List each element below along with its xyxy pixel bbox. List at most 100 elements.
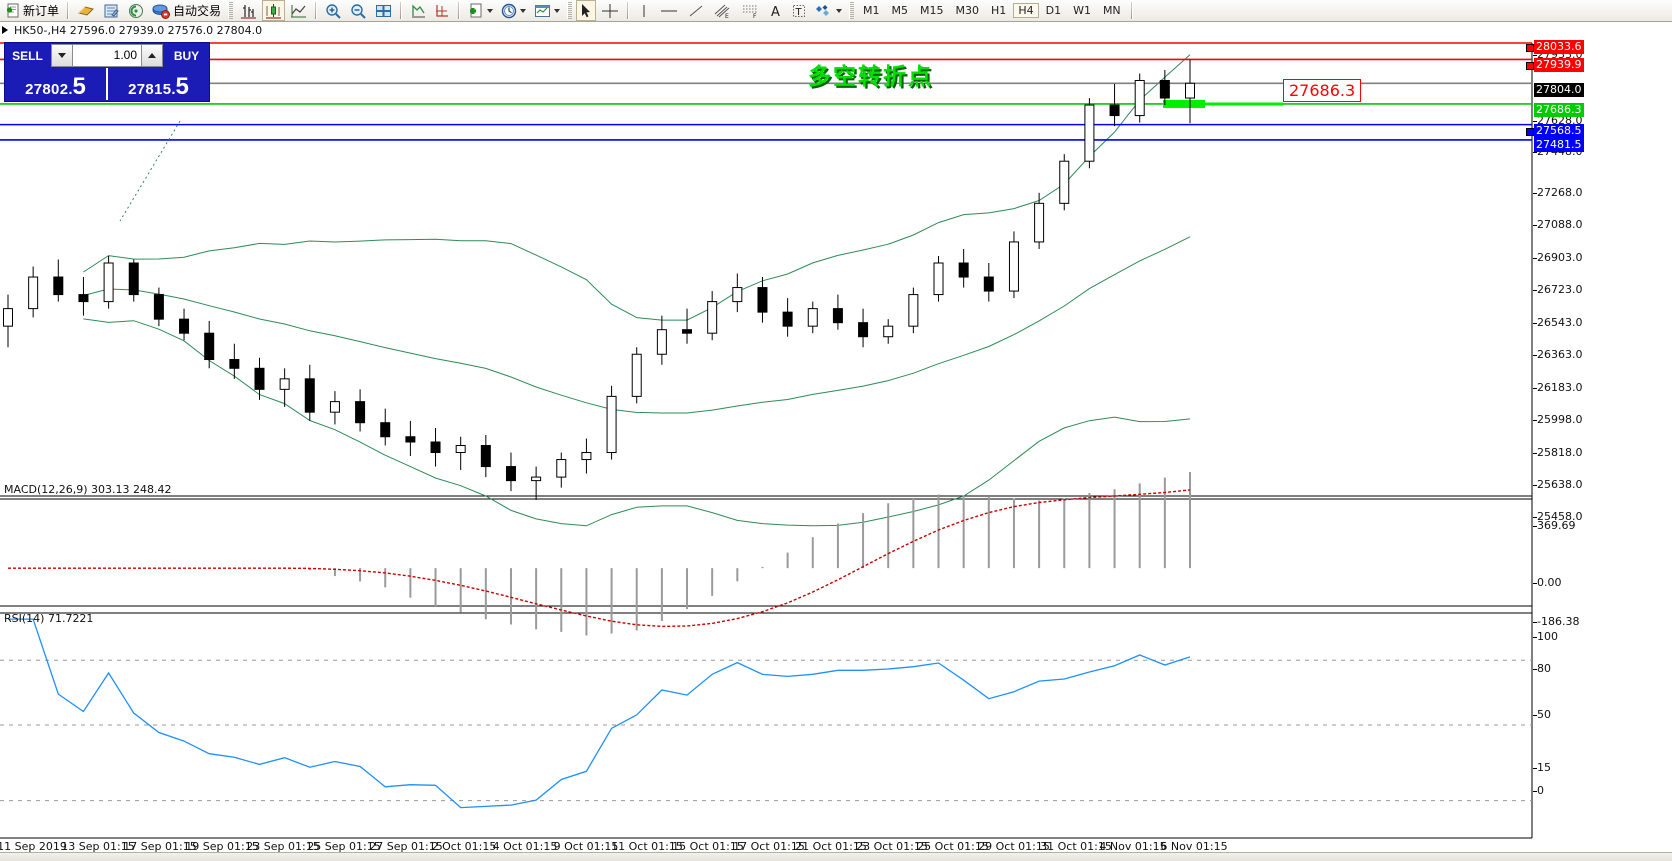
clock-icon	[501, 3, 517, 19]
autotrade-button[interactable]: 自动交易	[149, 1, 224, 20]
timeframe-button-m30[interactable]: M30	[955, 4, 980, 17]
candlestick-chart-button[interactable]	[262, 0, 286, 21]
price-tick-mark	[1533, 388, 1537, 389]
volume-input[interactable]: 1.00	[73, 44, 141, 67]
toolbar-grip[interactable]	[228, 2, 234, 19]
fibonacci-button[interactable]: F	[738, 1, 764, 20]
timeframe-button-m5[interactable]: M5	[891, 4, 909, 17]
time-axis-label: 4 Oct 01:15	[492, 840, 558, 853]
candle-body	[153, 294, 164, 320]
price-level-handle[interactable]	[1526, 44, 1534, 52]
price-tick-mark	[1533, 485, 1537, 486]
volume-stepper[interactable]: 1.00	[51, 44, 163, 67]
pivot-zone-marker[interactable]	[1163, 99, 1205, 108]
text-box-button[interactable]: T	[788, 1, 810, 20]
buy-button[interactable]: BUY	[173, 48, 200, 63]
metaeditor-button[interactable]	[100, 1, 123, 20]
price-tick-label: 369.69	[1537, 519, 1576, 532]
price-level-label[interactable]: 27804.0	[1534, 83, 1584, 97]
zoom-in-icon	[325, 3, 342, 19]
sell-button[interactable]: SELL	[12, 48, 43, 63]
candle-body	[430, 441, 441, 454]
horizontal-line-button[interactable]	[656, 1, 682, 20]
price-tick-mark	[1533, 453, 1537, 454]
chart-canvas[interactable]	[0, 21, 1672, 859]
candle-body	[883, 325, 894, 338]
price-callout-bubble[interactable]: 27686.3	[1283, 79, 1362, 102]
timeframe-button-d1[interactable]: D1	[1045, 4, 1062, 17]
price-level-label[interactable]: 27686.3	[1534, 103, 1584, 117]
metaeditor-icon	[103, 3, 120, 19]
expert-advisor-button[interactable]	[74, 1, 98, 20]
price-tick-mark	[1533, 622, 1537, 623]
new-order-button[interactable]: 新订单	[1, 1, 62, 20]
zoom-in-button[interactable]	[322, 1, 345, 20]
price-tick-mark	[1533, 526, 1537, 527]
price-tick-label: 27268.0	[1537, 186, 1583, 199]
bar-chart-button[interactable]	[237, 1, 260, 20]
price-tick-mark	[1533, 791, 1537, 792]
price-level-handle[interactable]	[1526, 128, 1534, 136]
price-level-label[interactable]: 27939.9	[1534, 58, 1584, 72]
timeframe-button-m1[interactable]: M1	[863, 4, 880, 17]
equidistant-channel-button[interactable]: E	[710, 1, 736, 20]
candle-body	[455, 445, 466, 454]
timeframe-button-w1[interactable]: W1	[1073, 4, 1091, 17]
timeframe-button-h4[interactable]: H4	[1013, 3, 1039, 18]
chart-symbol-line: HK50-,H4 27596.0 27939.0 27576.0 27804.0	[14, 24, 263, 37]
toolbar-separator	[627, 2, 630, 19]
chevron-down-icon[interactable]	[520, 8, 527, 13]
zoom-out-icon	[350, 3, 367, 19]
price-level-label[interactable]: 27481.5	[1534, 138, 1584, 152]
chevron-down-icon[interactable]	[836, 8, 843, 13]
period-button[interactable]	[498, 1, 529, 20]
shapes-button[interactable]	[812, 1, 845, 20]
time-axis-label: 25 Sep 01:15	[307, 840, 381, 853]
toolbar-grip[interactable]	[567, 2, 573, 19]
candle-body	[682, 329, 693, 334]
rsi-indicator-label: RSI(14) 71.7221	[4, 612, 94, 625]
data-window-button[interactable]	[407, 1, 429, 20]
toolbar-separator	[315, 2, 318, 19]
toolbar-grip[interactable]	[849, 2, 855, 19]
indicators-button[interactable]	[431, 1, 453, 20]
sell-price[interactable]: 27802 . 5	[5, 68, 106, 100]
timeframe-button-mn[interactable]: MN	[1102, 4, 1121, 17]
text-label-button[interactable]: A	[766, 1, 786, 20]
sell-price-dot: .	[68, 81, 73, 98]
price-tick-mark	[1533, 768, 1537, 769]
navigator-icon	[128, 3, 144, 19]
tile-windows-button[interactable]	[372, 1, 395, 20]
price-level-label[interactable]: 27568.5	[1534, 124, 1584, 138]
chevron-down-icon[interactable]	[487, 8, 494, 13]
vertical-line-button[interactable]	[634, 1, 654, 20]
volume-increase-button[interactable]	[141, 44, 163, 67]
timeframe-button-m15[interactable]: M15	[920, 4, 944, 17]
timeframe-button-h1[interactable]: H1	[991, 4, 1007, 17]
indicators-icon	[434, 3, 450, 19]
price-level-handle[interactable]	[1526, 62, 1534, 70]
buy-price[interactable]: 27815 . 5	[108, 68, 209, 100]
new-chart-button[interactable]	[465, 1, 496, 20]
chevron-down-icon[interactable]	[554, 8, 561, 13]
text-box-icon: T	[791, 3, 807, 19]
navigator-button[interactable]	[125, 1, 147, 20]
one-click-trading-panel[interactable]: SELL 1.00 BUY 27802 . 5 27815 .	[4, 42, 210, 102]
crosshair-button[interactable]	[598, 1, 622, 20]
price-tick-mark	[1533, 583, 1537, 584]
trendline-button[interactable]	[684, 1, 708, 20]
time-axis-label: 2 Oct 01:15	[431, 840, 497, 853]
price-tick-label: -186.38	[1537, 615, 1580, 628]
trendline-icon	[687, 3, 705, 19]
time-axis[interactable]: 11 Sep 2019 13 Sep 01:15 17 Sep 01:15 19 Se…	[0, 838, 1532, 860]
price-tick-mark	[1533, 420, 1537, 421]
templates-button[interactable]	[531, 1, 563, 20]
time-axis-label: 31 Oct 01:15	[1040, 840, 1112, 853]
line-chart-button[interactable]	[287, 1, 310, 20]
candle-body	[1134, 79, 1145, 117]
cursor-button[interactable]	[576, 0, 597, 21]
time-axis-label: 11 Sep 2019	[0, 840, 67, 853]
zoom-out-button[interactable]	[347, 1, 370, 20]
price-level-label[interactable]: 28033.6	[1534, 40, 1584, 54]
volume-decrease-button[interactable]	[51, 44, 73, 67]
